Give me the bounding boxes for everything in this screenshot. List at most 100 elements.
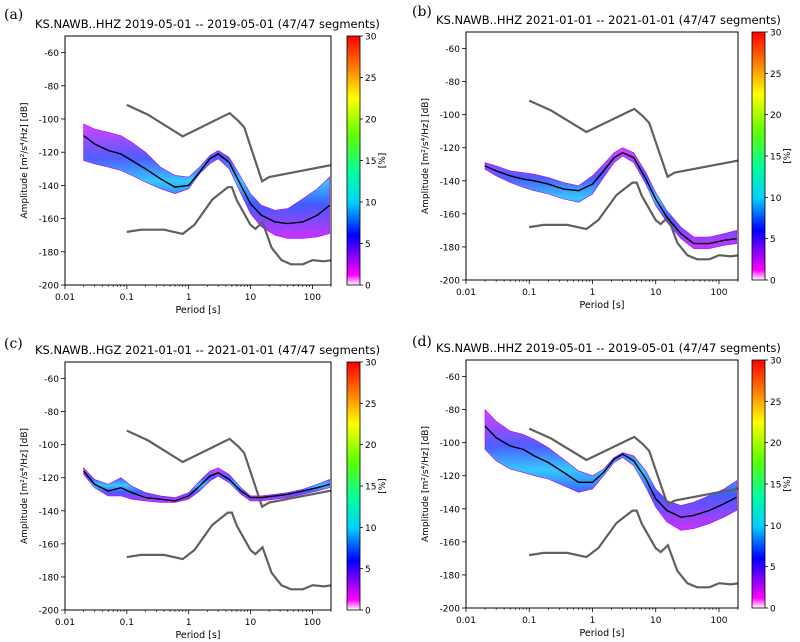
colorbar bbox=[346, 35, 361, 286]
nlnm-curve bbox=[126, 186, 331, 266]
colorbar-tick-label: 0 bbox=[770, 605, 776, 615]
y-tick-label: -120 bbox=[39, 149, 60, 159]
x-tick-label: 0.01 bbox=[456, 288, 476, 298]
colorbar-tick-label: 5 bbox=[365, 565, 371, 575]
ppsd-histogram-band bbox=[83, 467, 330, 503]
nlnm-curve bbox=[126, 511, 331, 591]
colorbar-tick-label: 25 bbox=[770, 70, 781, 80]
x-tick-label: 0.01 bbox=[55, 618, 75, 628]
colorbar-tick-label: 0 bbox=[770, 277, 776, 287]
y-axis-label: Amplitude [m²/s⁴/Hz] [dB] bbox=[421, 426, 431, 542]
colorbar-tick-label: 15 bbox=[770, 481, 781, 491]
mean-psd-curve bbox=[484, 425, 737, 518]
y-tick-label: -160 bbox=[440, 538, 461, 548]
y-tick-label: -120 bbox=[440, 472, 461, 482]
x-tick-label: 100 bbox=[710, 616, 727, 626]
colorbar bbox=[346, 361, 361, 611]
x-tick-label: 10 bbox=[245, 618, 257, 628]
x-tick-label: 100 bbox=[710, 288, 727, 298]
y-tick-label: -60 bbox=[44, 375, 59, 385]
y-tick-label: -140 bbox=[440, 505, 461, 515]
y-tick-label: -80 bbox=[445, 78, 460, 88]
nhnm-curve bbox=[528, 99, 738, 179]
colorbar-tick-label: 30 bbox=[365, 359, 377, 369]
nhnm-curve bbox=[126, 429, 331, 509]
colorbar-tick-label: 10 bbox=[365, 524, 377, 534]
x-tick-label: 1 bbox=[590, 288, 596, 298]
panel-2: 0.01 0.1 1 10 100-200-180-160-140-120-100-80… bbox=[412, 4, 793, 311]
mean-psd-curve bbox=[83, 470, 330, 502]
axes-frame bbox=[64, 35, 332, 286]
colorbar-tick-label: 25 bbox=[770, 398, 781, 408]
colorbar-label: [%] bbox=[783, 476, 793, 492]
colorbar-tick-label: 20 bbox=[770, 439, 782, 449]
y-tick-label: -140 bbox=[440, 177, 461, 187]
y-tick-label: -160 bbox=[39, 540, 60, 550]
axes-frame bbox=[465, 31, 739, 281]
y-tick-label: -200 bbox=[440, 605, 461, 615]
y-tick-label: -140 bbox=[39, 182, 60, 192]
colorbar-tick-label: 25 bbox=[365, 74, 376, 84]
x-axis-label: Period [s] bbox=[579, 300, 624, 311]
colorbar-tick-label: 10 bbox=[770, 522, 782, 532]
x-tick-label: 0.1 bbox=[120, 293, 134, 303]
chart-title: KS.NAWB..HHZ 2019-05-01 -- 2019-05-01 (4… bbox=[436, 341, 781, 355]
x-tick-label: 1 bbox=[590, 616, 596, 626]
colorbar-tick-label: 30 bbox=[770, 29, 782, 39]
nlnm-curve bbox=[529, 181, 738, 261]
colorbar-tick-label: 15 bbox=[365, 483, 376, 493]
nhnm-curve bbox=[528, 427, 738, 507]
x-tick-label: 100 bbox=[304, 618, 321, 628]
colorbar-tick-label: 20 bbox=[365, 116, 377, 126]
colorbar-tick-label: 10 bbox=[770, 194, 782, 204]
x-tick-label: 0.1 bbox=[522, 288, 536, 298]
colorbar bbox=[751, 359, 766, 609]
colorbar-tick-label: 0 bbox=[365, 607, 371, 617]
mean-psd-curve bbox=[83, 135, 331, 225]
y-tick-label: -80 bbox=[44, 82, 59, 92]
chart-title: KS.NAWB..HHZ 2021-01-01 -- 2021-01-01 (4… bbox=[436, 13, 781, 27]
colorbar-tick-label: 25 bbox=[365, 400, 376, 410]
y-tick-label: -200 bbox=[39, 607, 60, 617]
colorbar-tick-label: 30 bbox=[365, 33, 377, 43]
y-tick-label: -80 bbox=[445, 406, 460, 416]
nlnm-curve bbox=[529, 509, 738, 589]
colorbar-tick-label: 10 bbox=[365, 199, 377, 209]
y-tick-label: -120 bbox=[39, 474, 60, 484]
colorbar-tick-label: 20 bbox=[365, 441, 377, 451]
x-tick-label: 10 bbox=[650, 288, 662, 298]
y-tick-label: -100 bbox=[39, 116, 60, 126]
y-tick-label: -180 bbox=[39, 573, 60, 583]
x-tick-label: 10 bbox=[650, 616, 662, 626]
axes-frame bbox=[64, 361, 332, 611]
y-tick-label: -100 bbox=[39, 441, 60, 451]
chart-title: KS.NAWB..HHZ 2019-05-01 -- 2019-05-01 (4… bbox=[35, 17, 380, 31]
y-axis-label: Amplitude [m²/s⁴/Hz] [dB] bbox=[20, 428, 30, 544]
y-tick-label: -100 bbox=[440, 439, 461, 449]
panel-letter: (d) bbox=[412, 334, 432, 350]
y-tick-label: -100 bbox=[440, 111, 461, 121]
panel-4: 0.01 0.1 1 10 100-200-180-160-140-120-100-80… bbox=[412, 334, 793, 639]
colorbar-tick-label: 0 bbox=[365, 282, 371, 292]
colorbar-tick-label: 5 bbox=[770, 235, 776, 245]
y-tick-label: -120 bbox=[440, 144, 461, 154]
y-tick-label: -180 bbox=[440, 571, 461, 581]
plot-area bbox=[484, 408, 738, 589]
y-tick-label: -160 bbox=[440, 210, 461, 220]
panel-letter: (a) bbox=[4, 7, 23, 23]
chart-title: KS.NAWB..HGZ 2021-01-01 -- 2021-01-01 (4… bbox=[35, 343, 380, 357]
x-axis-label: Period [s] bbox=[175, 305, 220, 316]
x-axis-label: Period [s] bbox=[579, 628, 624, 639]
y-tick-label: -200 bbox=[39, 282, 60, 292]
y-tick-label: -60 bbox=[445, 45, 460, 55]
y-axis-label: Amplitude [m²/s⁴/Hz] [dB] bbox=[421, 98, 431, 214]
ppsd-histogram-band bbox=[484, 147, 737, 249]
colorbar-tick-label: 5 bbox=[365, 240, 371, 250]
mean-psd-curve bbox=[484, 151, 737, 245]
plot-area bbox=[83, 103, 331, 266]
y-tick-label: -200 bbox=[440, 277, 461, 287]
colorbar-label: [%] bbox=[783, 148, 793, 164]
axes-frame bbox=[465, 359, 739, 609]
colorbar-label: [%] bbox=[378, 153, 388, 169]
